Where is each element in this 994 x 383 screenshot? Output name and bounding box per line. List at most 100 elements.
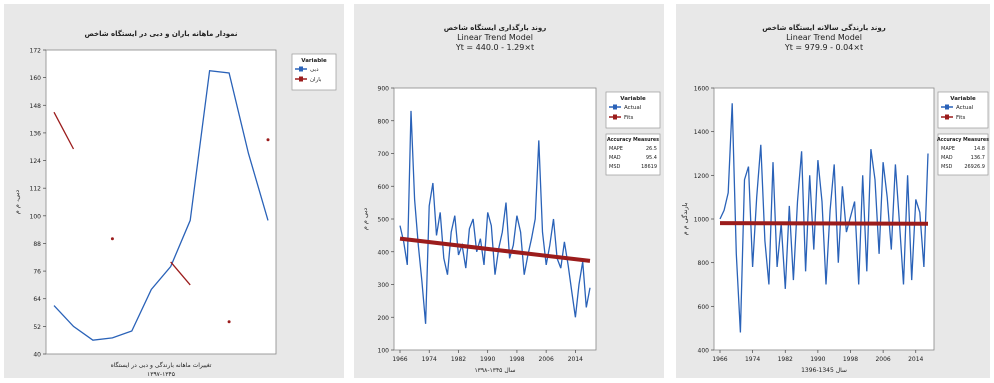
legend-swatch-marker	[945, 104, 949, 110]
series-line-Actual	[399, 110, 591, 324]
accuracy-label: MAD	[609, 155, 621, 161]
legend-label: باران	[310, 77, 322, 83]
x-tick-label: 1974	[422, 356, 437, 363]
accuracy-value: 18619	[641, 164, 657, 170]
y-tick-label: 700	[378, 151, 390, 158]
y-tick-label: 400	[698, 348, 710, 355]
y-tick-label: 100	[30, 213, 42, 220]
chart-title: روند بارندگی سالانه ایستگاه شاخص	[762, 23, 885, 32]
series-point-باران	[227, 320, 231, 324]
legend-label: Fits	[956, 115, 965, 121]
y-tick-label: 40	[33, 352, 41, 359]
y-tick-label: 136	[30, 130, 42, 137]
y-tick-label: 88	[33, 241, 41, 248]
y-tick-label: 800	[378, 118, 390, 125]
accuracy-value: 26926.9	[964, 164, 985, 170]
y-tick-label: 160	[30, 75, 42, 82]
chart-panel-monthly: نمودار ماهانه باران و دبی در ایستگاه شاخ…	[4, 4, 344, 378]
series-line-Actual	[719, 103, 929, 333]
y-tick-label: 124	[30, 158, 42, 165]
x-tick-label: 2006	[539, 356, 554, 363]
monthly-chart: نمودار ماهانه باران و دبی در ایستگاه شاخ…	[13, 29, 337, 378]
legend-title: Variable	[620, 96, 646, 102]
legend-box	[937, 91, 989, 129]
x-tick-label: 1990	[480, 356, 495, 363]
fit-line	[399, 236, 591, 263]
chart-panel-rainfall-trend: روند بارندگی سالانه ایستگاه شاخص Linear T…	[676, 4, 990, 378]
y-tick-label: 300	[378, 282, 390, 289]
legend-label: Actual	[624, 105, 642, 111]
accuracy-label: MAD	[941, 155, 953, 161]
y-tick-label: 1000	[694, 217, 709, 224]
accuracy-value: 136.7	[971, 155, 985, 161]
legend-swatch-marker	[613, 104, 617, 110]
chart-title: روند بارگذاری ایستگاه شاخص	[444, 23, 547, 32]
accuracy-box	[937, 133, 989, 176]
series-point-باران	[110, 237, 114, 241]
series-line-باران	[53, 111, 75, 150]
chart-panel-discharge-trend: روند بارگذاری ایستگاه شاخص Linear Trend M…	[354, 4, 664, 378]
y-tick-label: 76	[33, 269, 41, 276]
accuracy-box	[605, 133, 661, 176]
plot-area	[713, 87, 935, 351]
x-tick-label: 1998	[843, 356, 858, 363]
x-tick-label: 2014	[568, 356, 583, 363]
accuracy-title: Accuracy Measures	[937, 137, 989, 143]
x-tick-label: 1974	[745, 356, 760, 363]
fit-line	[719, 221, 929, 226]
y-tick-label: 800	[698, 260, 710, 267]
x-tick-label: 1982	[451, 356, 466, 363]
x-axis-label: سال 1345-1396	[801, 367, 847, 374]
y-axis-label: دبی م م	[361, 208, 369, 230]
y-tick-label: 600	[378, 184, 390, 191]
x-tick-label: 1990	[810, 356, 825, 363]
chart-subtitle: Linear Trend Model	[457, 33, 533, 42]
legend-swatch-marker	[299, 76, 303, 82]
y-tick-label: 148	[30, 103, 42, 110]
accuracy-value: 95.4	[646, 155, 657, 161]
legend-swatch-marker	[299, 66, 303, 72]
plot-area	[45, 49, 277, 355]
y-tick-label: 500	[378, 217, 390, 224]
y-tick-label: 200	[378, 315, 390, 322]
series-line-باران	[170, 261, 191, 286]
accuracy-value: 14.8	[974, 146, 985, 152]
x-axis-label: ۱۳۹۸-۱۳۴۵ سال	[474, 367, 515, 374]
y-tick-label: 172	[30, 48, 42, 55]
legend-title: Variable	[301, 58, 327, 64]
x-tick-label: 1966	[712, 356, 727, 363]
y-tick-label: 600	[698, 304, 710, 311]
legend-title: Variable	[950, 96, 976, 102]
series-line-دبی	[53, 69, 269, 341]
x-tick-label: 2006	[875, 356, 890, 363]
y-tick-label: 1400	[694, 129, 709, 136]
legend-swatch-marker	[945, 114, 949, 120]
accuracy-label: MSD	[609, 164, 620, 170]
y-tick-label: 100	[378, 348, 390, 355]
y-tick-label: 112	[30, 186, 42, 193]
accuracy-title: Accuracy Measures	[607, 137, 659, 143]
chart-subtitle: Linear Trend Model	[786, 33, 862, 42]
legend-box	[605, 91, 661, 129]
legend-swatch-marker	[613, 114, 617, 120]
accuracy-label: MAPE	[609, 146, 623, 152]
y-axis-label: بارندگی م م	[681, 202, 689, 235]
y-axis-label: دبی، م م	[13, 190, 21, 215]
legend-label: دبی	[310, 67, 319, 73]
y-tick-label: 64	[33, 296, 41, 303]
x-axis-sublabel: ۱۳۹۷-۱۳۴۵	[147, 371, 175, 378]
x-tick-label: 2014	[908, 356, 923, 363]
y-tick-label: 52	[33, 324, 41, 331]
x-tick-label: 1966	[392, 356, 407, 363]
trend-equation: Yt = 979.9 - 0.04×t	[784, 43, 863, 52]
trend-equation: Yt = 440.0 - 1.29×t	[455, 43, 534, 52]
chart-title: نمودار ماهانه باران و دبی در ایستگاه شاخ…	[85, 29, 238, 38]
accuracy-value: 26.5	[646, 146, 657, 152]
x-tick-label: 1998	[509, 356, 524, 363]
x-tick-label: 1982	[778, 356, 793, 363]
y-tick-label: 1600	[694, 86, 709, 93]
legend-box	[291, 53, 337, 91]
y-tick-label: 900	[378, 86, 390, 93]
